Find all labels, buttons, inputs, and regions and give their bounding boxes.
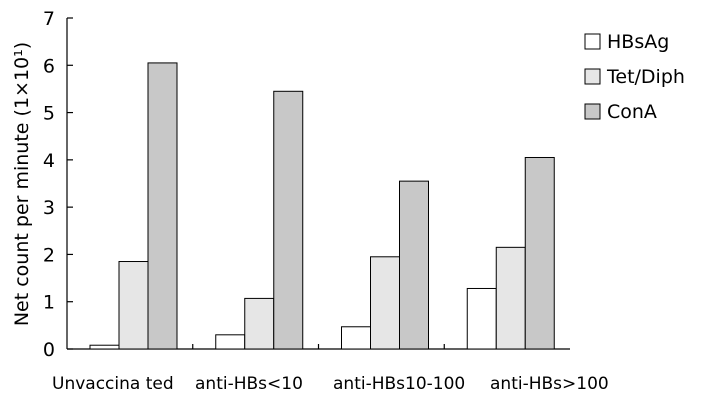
legend-label: HBsAg [607, 31, 669, 53]
bar-cona-1 [273, 90, 304, 350]
category-label: anti-HBs10-100 [333, 374, 465, 394]
category-label: anti-HBs<10 [195, 374, 303, 394]
category-label: Unvaccina ted [52, 374, 174, 394]
bar-hbsag-1 [215, 334, 246, 350]
legend-label: Tet/Diph [606, 66, 685, 88]
bar-cona-0 [147, 62, 178, 350]
y-tick-label: 6 [43, 55, 55, 77]
y-tick-label: 7 [43, 8, 55, 30]
bar-hbsag-0 [89, 344, 120, 350]
y-tick-label: 2 [43, 244, 55, 266]
bar-cona-2 [399, 180, 429, 350]
bar-hbsag-2 [341, 326, 371, 350]
y-tick-label: 0 [43, 339, 55, 361]
legend: HBsAg Tet/Diph ConA [584, 31, 685, 123]
y-axis-label: Net count per minute (1×10¹) [11, 42, 33, 326]
y-tick-label: 5 [43, 103, 55, 125]
category-label: anti-HBs>100 [490, 374, 609, 394]
legend-swatch [584, 103, 601, 120]
y-ticks: 0 1 2 3 4 5 6 7 [43, 8, 73, 361]
bar-tet-diph-0 [118, 261, 149, 350]
legend-label: ConA [607, 101, 657, 123]
legend-swatch [584, 68, 601, 85]
bar-tet-diph-1 [244, 297, 275, 350]
bar-tet-diph-2 [370, 256, 400, 350]
y-tick-label: 3 [43, 197, 55, 219]
category-labels: Unvaccina ted anti-HBs<10 anti-HBs10-100 an… [52, 374, 609, 394]
bar-cona-3 [524, 156, 555, 350]
legend-swatch [584, 33, 601, 50]
bar-tet-diph-3 [495, 246, 526, 350]
y-tick-label: 1 [43, 292, 55, 314]
y-tick-label: 4 [43, 150, 55, 172]
bar-hbsag-3 [466, 287, 497, 350]
x-ticks [192, 344, 445, 349]
bars [89, 62, 555, 350]
